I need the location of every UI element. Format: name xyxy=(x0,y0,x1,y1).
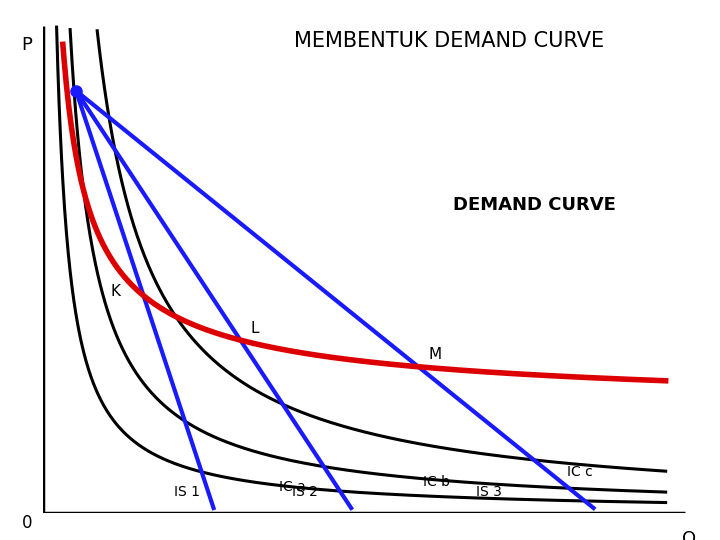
Text: IC c: IC c xyxy=(567,465,593,479)
Text: IC b: IC b xyxy=(423,475,450,489)
Text: DEMAND CURVE: DEMAND CURVE xyxy=(453,196,616,214)
Text: Q: Q xyxy=(682,530,696,540)
Text: IS 1: IS 1 xyxy=(174,484,200,498)
Text: P: P xyxy=(22,36,32,54)
Text: L: L xyxy=(251,321,258,336)
Text: IS 2: IS 2 xyxy=(292,484,318,498)
Text: K: K xyxy=(111,284,121,299)
Text: IC a: IC a xyxy=(279,480,306,494)
Text: MEMBENTUK DEMAND CURVE: MEMBENTUK DEMAND CURVE xyxy=(294,31,605,51)
Text: 0: 0 xyxy=(22,514,32,532)
Text: IS 3: IS 3 xyxy=(476,484,502,498)
Text: M: M xyxy=(428,347,441,362)
